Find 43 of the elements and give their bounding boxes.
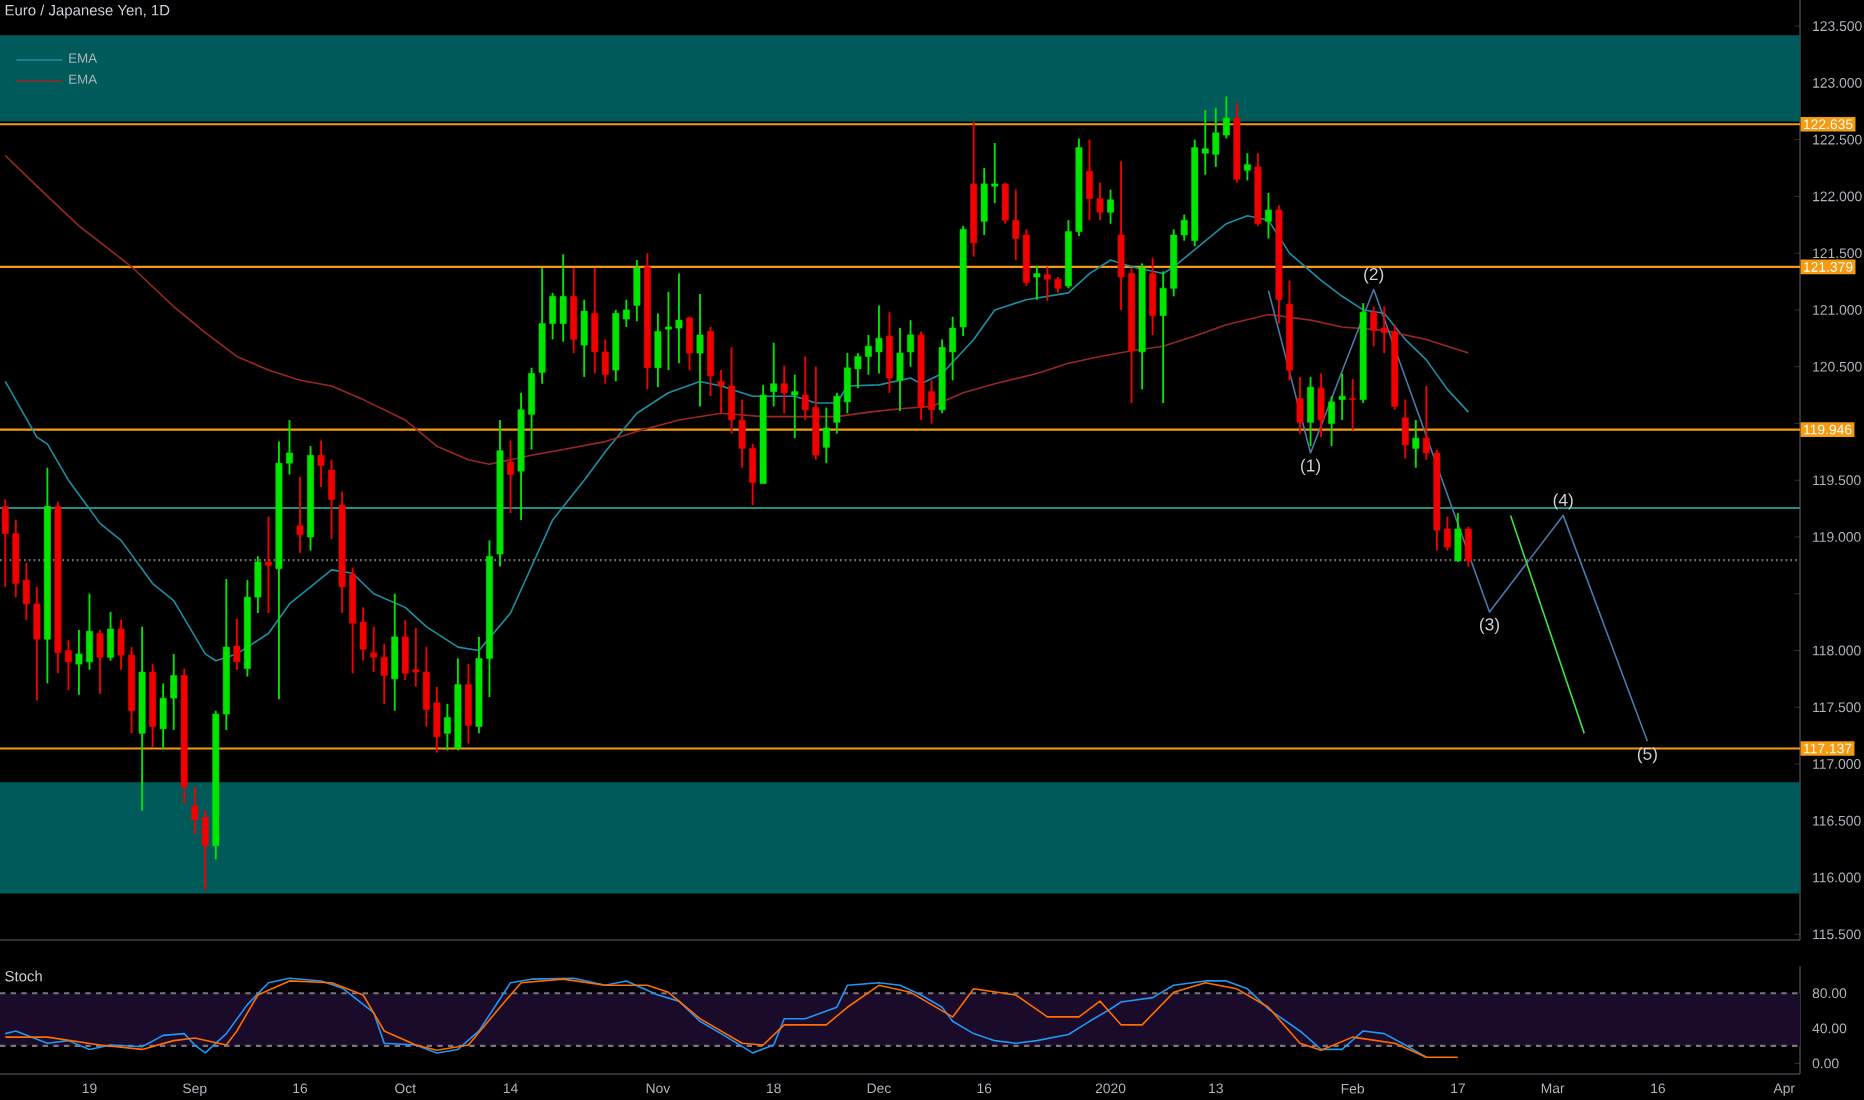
candlestick <box>1265 192 1272 240</box>
candlestick <box>791 373 799 440</box>
candlestick <box>1454 512 1462 563</box>
candlestick <box>1033 264 1041 301</box>
candlestick <box>1307 375 1314 448</box>
candlestick <box>1465 525 1472 568</box>
candlestick <box>770 341 778 408</box>
annotation: (1) <box>1301 458 1321 475</box>
candlestick <box>1401 398 1409 460</box>
candlestick <box>1107 188 1114 225</box>
candlestick <box>1243 152 1251 182</box>
candlestick <box>1328 395 1336 448</box>
candlestick <box>654 312 662 389</box>
candlestick <box>317 439 325 488</box>
candlestick <box>507 439 514 515</box>
candlestick <box>328 458 336 541</box>
candlestick <box>886 311 893 394</box>
candlestick <box>107 610 114 662</box>
candlestick <box>1317 372 1325 439</box>
candlestick <box>465 663 472 745</box>
candlestick <box>570 266 578 354</box>
candlestick <box>1349 378 1357 432</box>
candlestick <box>264 515 272 614</box>
candlestick <box>1412 419 1420 469</box>
candlestick <box>780 364 788 415</box>
candlestick <box>686 315 693 372</box>
candlestick <box>96 629 104 695</box>
candlestick <box>233 617 241 671</box>
candlestick <box>707 326 714 398</box>
candlestick <box>1338 372 1346 421</box>
candlestick <box>696 293 704 408</box>
line-series <box>1267 288 1649 743</box>
annotation: (2) <box>1364 267 1384 284</box>
candlestick <box>822 406 830 465</box>
annotation: (3) <box>1479 617 1499 634</box>
candlestick <box>633 259 641 323</box>
candlestick <box>296 475 304 554</box>
candlestick <box>580 298 588 378</box>
annotation: (4) <box>1553 493 1573 510</box>
annotation: (5) <box>1637 747 1657 764</box>
candlestick <box>1149 256 1157 336</box>
candlestick <box>391 592 399 712</box>
candlestick <box>1296 375 1304 435</box>
